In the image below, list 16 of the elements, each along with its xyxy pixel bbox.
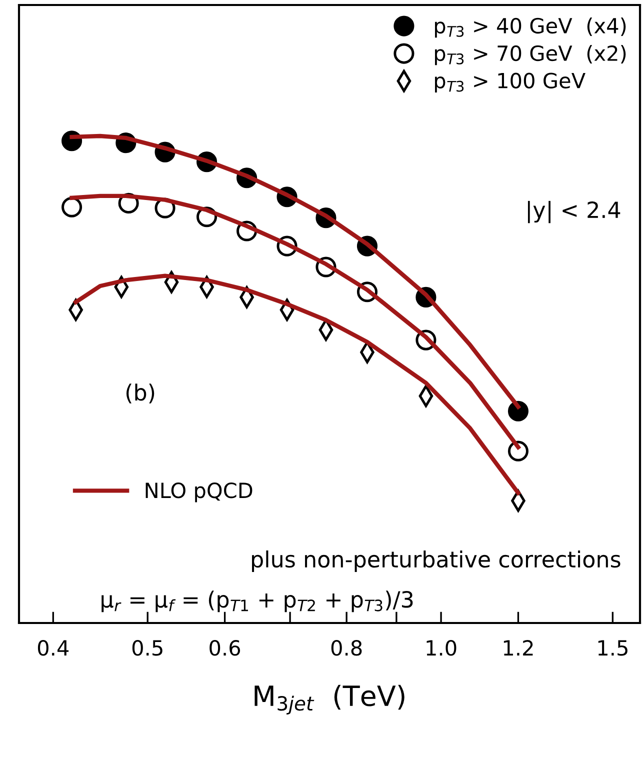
x-tick-label: 1.0	[426, 640, 456, 656]
text: μ$_{r}$ = μ$_{f}$ = (p$_{T1}$ + p$_{T2}$ + p$_{T3}$)/3	[102, 590, 413, 612]
x-tick-label: 1.5	[598, 640, 628, 656]
annotation: (b)	[126, 384, 154, 404]
x-tick-label: 0.8	[331, 640, 362, 656]
x-tick-label: 0.4	[38, 640, 69, 656]
x-tick-label: 1.2	[504, 640, 533, 656]
x-tick-label: 0.6	[210, 640, 240, 656]
annotation: |y| < 2.4	[528, 200, 620, 224]
x-tick-label: 0.5	[132, 640, 162, 656]
legend-label: p$_{T3}$ > 100 GeV	[435, 72, 586, 92]
legend-label: p$_{T3}$ > 70 GeV (x2)	[435, 45, 626, 66]
annotation: plus non-perturbative corrections	[252, 550, 620, 572]
legend-label: NLO pQCD	[146, 482, 252, 502]
legend-label: p$_{T3}$ > 40 GeV (x4)	[435, 18, 626, 38]
x-axis-title: M$_{3jet}$ (TeV)	[254, 684, 404, 715]
